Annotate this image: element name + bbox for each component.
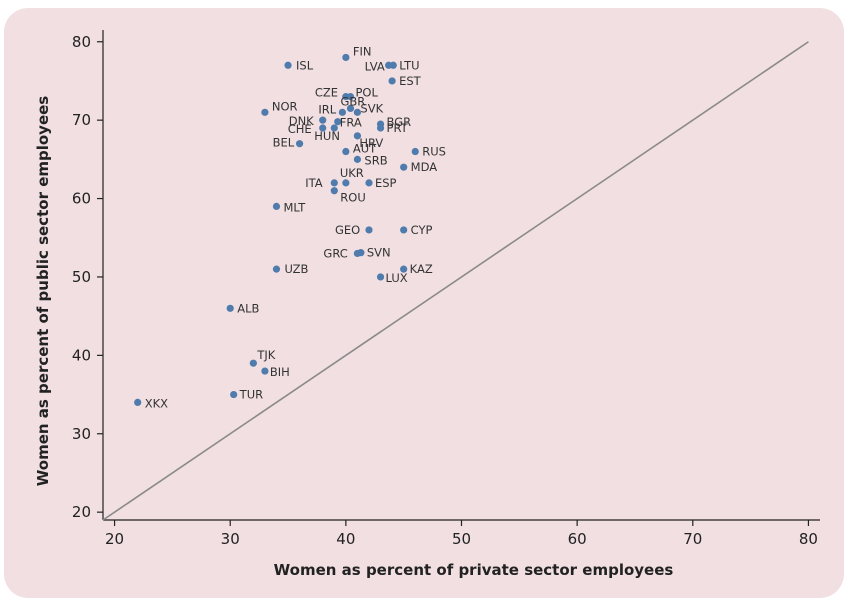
point-label-dnk: DNK bbox=[289, 114, 314, 128]
point-label-bih: BIH bbox=[270, 365, 290, 379]
diagonal-reference-line bbox=[102, 41, 809, 521]
point-fra bbox=[334, 118, 342, 126]
point-label-che: CHE bbox=[288, 122, 312, 136]
point-label-mda: MDA bbox=[411, 160, 438, 174]
point-label-lux: LUX bbox=[386, 271, 408, 285]
point-label-xkx: XKX bbox=[145, 396, 168, 410]
point-label-ita: ITA bbox=[305, 176, 323, 190]
y-axis-title: Women as percent of public sector employ… bbox=[34, 96, 52, 487]
point-label-geo: GEO bbox=[335, 223, 360, 237]
x-tick-label: 80 bbox=[799, 530, 818, 548]
point-label-bgr: BGR bbox=[387, 115, 412, 129]
point-isl bbox=[284, 61, 292, 69]
point-ukr bbox=[342, 179, 350, 187]
point-label-hrv: HRV bbox=[359, 136, 383, 150]
point-srb bbox=[353, 155, 362, 163]
point-label-alb: ALB bbox=[237, 301, 259, 315]
point-label-fra: FRA bbox=[340, 116, 362, 130]
x-tick-label: 60 bbox=[568, 530, 587, 548]
point-label-gbr: GBR bbox=[340, 94, 365, 108]
point-label-mlt: MLT bbox=[283, 200, 306, 214]
y-tick-label: 40 bbox=[72, 346, 91, 364]
x-tick-label: 20 bbox=[105, 530, 124, 548]
point-aut bbox=[342, 147, 350, 156]
point-irl bbox=[338, 108, 346, 116]
point-label-bel: BEL bbox=[273, 136, 295, 150]
data-points bbox=[134, 53, 419, 406]
x-tick-label: 70 bbox=[683, 530, 702, 548]
point-dnk bbox=[319, 116, 327, 124]
point-label-hun: HUN bbox=[314, 129, 340, 143]
point-ita bbox=[330, 179, 338, 187]
point-nor bbox=[261, 108, 269, 116]
point-label-aut: AUT bbox=[353, 142, 377, 156]
point-pol bbox=[346, 93, 355, 101]
point-uzb bbox=[272, 265, 281, 273]
point-label-lva: LVA bbox=[365, 59, 385, 73]
y-tick-label: 20 bbox=[72, 503, 91, 521]
axes: 20 30 40 50 60 70 80 20 30 40 50 60 70 80 bbox=[72, 30, 820, 548]
point-bih bbox=[261, 367, 269, 375]
point-label-srb: SRB bbox=[364, 153, 387, 167]
point-label-svk: SVK bbox=[360, 101, 383, 115]
point-lux bbox=[376, 273, 385, 281]
point-tur bbox=[230, 390, 238, 399]
point-cyp bbox=[400, 226, 408, 234]
point-label-fin: FIN bbox=[353, 44, 372, 58]
point-label-tjk: TJK bbox=[256, 348, 275, 362]
point-label-nor: NOR bbox=[272, 99, 298, 113]
point-rou bbox=[330, 187, 338, 195]
point-mda bbox=[400, 163, 408, 171]
point-svk bbox=[353, 108, 362, 116]
point-kaz bbox=[400, 265, 408, 273]
y-tick-label: 70 bbox=[72, 111, 91, 129]
point-bel bbox=[295, 140, 304, 148]
y-tick-label: 30 bbox=[72, 425, 91, 443]
point-label-rus: RUS bbox=[422, 145, 446, 159]
point-est bbox=[388, 77, 396, 85]
point-label-ltu: LTU bbox=[399, 58, 419, 72]
point-hrv bbox=[353, 132, 362, 140]
point-label-cze: CZE bbox=[315, 86, 338, 100]
point-ltu bbox=[389, 61, 397, 69]
point-mlt bbox=[272, 202, 281, 210]
point-label-uzb: UZB bbox=[284, 262, 308, 276]
point-label-cyp: CYP bbox=[411, 223, 433, 237]
point-tjk bbox=[249, 359, 257, 367]
point-hun bbox=[330, 124, 338, 132]
y-tick-label: 60 bbox=[72, 190, 91, 208]
x-tick-label: 40 bbox=[336, 530, 355, 548]
point-label-svn: SVN bbox=[367, 246, 391, 260]
point-gbr bbox=[346, 104, 355, 112]
point-label-est: EST bbox=[399, 74, 422, 88]
point-labels: FIN ISL LVA LTU EST CZE POL NOR GBR IRL SVK DNK FRA B… bbox=[145, 44, 446, 410]
point-fin bbox=[342, 53, 350, 62]
point-prt bbox=[376, 124, 385, 132]
point-xkx bbox=[134, 398, 142, 406]
point-label-isl: ISL bbox=[296, 58, 314, 72]
point-label-pol: POL bbox=[355, 86, 378, 100]
point-label-irl: IRL bbox=[318, 102, 336, 116]
y-tick-label: 80 bbox=[72, 33, 91, 51]
point-geo bbox=[365, 226, 373, 234]
point-label-prt: PRT bbox=[387, 121, 409, 135]
point-label-kaz: KAZ bbox=[410, 262, 433, 276]
point-alb bbox=[226, 304, 234, 312]
point-label-esp: ESP bbox=[375, 176, 397, 190]
x-axis-title: Women as percent of private sector emplo… bbox=[274, 561, 674, 579]
point-svn bbox=[357, 249, 365, 257]
point-label-grc: GRC bbox=[323, 246, 347, 260]
reference-line-group bbox=[102, 41, 809, 521]
point-esp bbox=[365, 179, 373, 187]
point-rus bbox=[411, 147, 419, 156]
point-che bbox=[319, 124, 327, 132]
point-label-rou: ROU bbox=[340, 191, 365, 205]
point-label-ukr: UKR bbox=[340, 166, 364, 180]
point-label-tur: TUR bbox=[239, 388, 263, 402]
y-tick-label: 50 bbox=[72, 268, 91, 286]
x-tick-label: 30 bbox=[221, 530, 240, 548]
x-tick-label: 50 bbox=[452, 530, 471, 548]
